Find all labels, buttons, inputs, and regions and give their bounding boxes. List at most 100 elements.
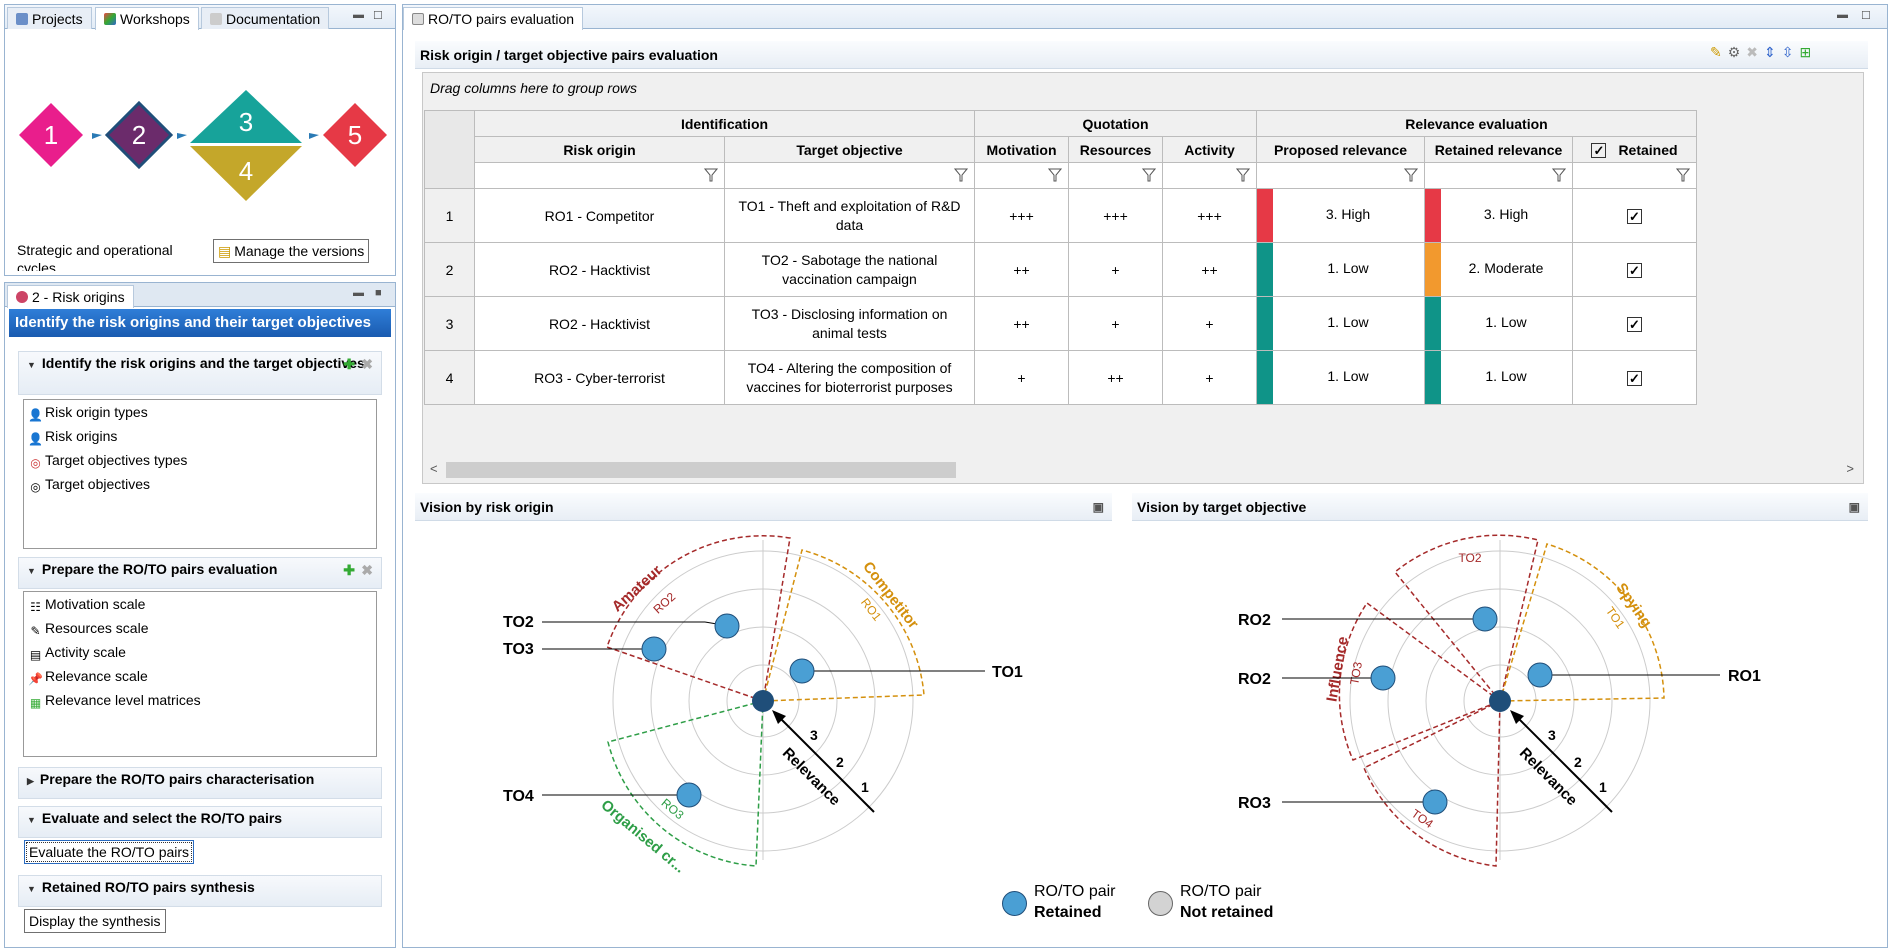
cell-activity[interactable]: ++ <box>1162 242 1257 297</box>
cell-motivation[interactable]: + <box>974 350 1069 405</box>
filter-icon[interactable] <box>703 168 719 182</box>
pair-point-to2[interactable] <box>714 613 740 639</box>
export-icon[interactable]: ⊞ <box>1799 44 1818 60</box>
sector-organised-crime[interactable] <box>607 700 764 867</box>
table-row[interactable]: 4 RO3 - Cyber-terrorist TO4 - Altering t… <box>424 350 1697 405</box>
cell-resources[interactable]: ++ <box>1068 350 1163 405</box>
group-identification[interactable]: Identification <box>474 110 975 137</box>
cell-motivation[interactable]: +++ <box>974 188 1069 243</box>
group-quotation[interactable]: Quotation <box>974 110 1257 137</box>
cell-risk-origin[interactable]: RO2 - Hacktivist <box>474 296 725 351</box>
maximize-icon[interactable]: ■ <box>375 287 382 299</box>
step-4-triangle[interactable] <box>190 146 302 201</box>
section-prepare-evaluation[interactable]: ▼ Prepare the RO/TO pairs evaluation ✚ ✖ <box>18 557 382 589</box>
cell-proposed-relevance[interactable]: 1. Low <box>1256 242 1425 297</box>
sector-to4[interactable] <box>1363 699 1501 867</box>
group-relevance-evaluation[interactable]: Relevance evaluation <box>1256 110 1697 137</box>
table-row[interactable]: 3 RO2 - Hacktivist TO3 - Disclosing info… <box>424 296 1697 351</box>
workshop-steps-diagram[interactable]: 1 2 3 4 5 <box>15 85 395 255</box>
cell-retained-relevance[interactable]: 3. High <box>1424 188 1573 243</box>
cell-retained[interactable]: ✓ <box>1572 350 1697 405</box>
filter-risk-origin[interactable] <box>474 162 725 189</box>
cell-resources[interactable]: +++ <box>1068 188 1163 243</box>
cell-risk-origin[interactable]: RO1 - Competitor <box>474 188 725 243</box>
retained-checkbox[interactable]: ✓ <box>1627 262 1642 278</box>
settings-icon[interactable]: ⚙ <box>1727 44 1747 60</box>
step-5-diamond[interactable] <box>323 103 387 167</box>
minimize-icon[interactable]: ▬ <box>1837 9 1848 21</box>
pair-point-ro2[interactable] <box>1370 665 1396 691</box>
section-synthesis[interactable]: ▼ Retained RO/TO pairs synthesis <box>18 875 382 907</box>
cell-proposed-relevance[interactable]: 1. Low <box>1256 350 1425 405</box>
step-3-triangle[interactable] <box>190 90 302 143</box>
sector-competitor[interactable] <box>762 549 925 702</box>
sector-to2[interactable] <box>1393 534 1539 703</box>
cell-risk-origin[interactable]: RO2 - Hacktivist <box>474 242 725 297</box>
cell-activity[interactable]: + <box>1162 296 1257 351</box>
collapse-icon[interactable]: ▼ <box>27 815 36 825</box>
display-synthesis-button[interactable]: Display the synthesis <box>24 909 166 933</box>
cell-motivation[interactable]: ++ <box>974 296 1069 351</box>
cell-target-objective[interactable]: TO1 - Theft and exploitation of R&D data <box>724 188 975 243</box>
list-item-activity-scale[interactable]: ▤ Activity scale <box>24 640 376 664</box>
col-target-objective[interactable]: Target objective <box>724 136 975 163</box>
delete-icon[interactable]: ✖ <box>361 562 373 578</box>
cell-motivation[interactable]: ++ <box>974 242 1069 297</box>
scroll-right-icon[interactable]: > <box>1846 461 1854 476</box>
sector-influence[interactable] <box>1338 601 1502 761</box>
filter-icon[interactable] <box>1403 168 1419 182</box>
filter-icon[interactable] <box>953 168 969 182</box>
cell-target-objective[interactable]: TO4 - Altering the composition of vaccin… <box>724 350 975 405</box>
cell-resources[interactable]: + <box>1068 242 1163 297</box>
col-risk-origin[interactable]: Risk origin <box>474 136 725 163</box>
minimize-icon[interactable]: ▬ <box>353 287 364 299</box>
filter-activity[interactable] <box>1162 162 1257 189</box>
filter-icon[interactable] <box>1675 168 1691 182</box>
filter-resources[interactable] <box>1068 162 1163 189</box>
delete-icon[interactable]: ✖ <box>1746 44 1765 60</box>
filter-target-objective[interactable] <box>724 162 975 189</box>
camera-icon[interactable]: ▣ <box>1848 500 1860 514</box>
tab-roto-evaluation[interactable]: RO/TO pairs evaluation <box>403 7 584 30</box>
select-all-checkbox[interactable]: ✓ <box>1591 142 1607 158</box>
cell-retained-relevance[interactable]: 1. Low <box>1424 296 1573 351</box>
section-prepare-characterisation[interactable]: ▶ Prepare the RO/TO pairs characterisatio… <box>18 767 382 799</box>
camera-icon[interactable]: ▣ <box>1092 500 1104 514</box>
col-activity[interactable]: Activity <box>1162 136 1257 163</box>
collapse-icon[interactable]: ▼ <box>27 566 36 576</box>
filter-proposed-relevance[interactable] <box>1256 162 1425 189</box>
cell-retained[interactable]: ✓ <box>1572 242 1697 297</box>
col-motivation[interactable]: Motivation <box>974 136 1069 163</box>
add-icon[interactable]: ✚ <box>343 356 355 372</box>
list-item-risk-origin-types[interactable]: 👤 Risk origin types <box>24 400 376 424</box>
tab-projects[interactable]: Projects <box>7 7 92 29</box>
list-item-risk-origins[interactable]: 👤 Risk origins <box>24 424 376 448</box>
collapse-icon[interactable]: ▼ <box>27 360 36 370</box>
retained-checkbox[interactable]: ✓ <box>1627 208 1642 224</box>
filter-icon[interactable] <box>1235 168 1251 182</box>
tab-documentation[interactable]: Documentation <box>201 7 330 29</box>
cell-retained[interactable]: ✓ <box>1572 188 1697 243</box>
list-item-relevance-matrices[interactable]: ▦ Relevance level matrices <box>24 688 376 712</box>
minimize-icon[interactable]: ▬ <box>353 9 364 21</box>
filter-icon[interactable] <box>1047 168 1063 182</box>
tab-risk-origins[interactable]: 2 - Risk origins <box>7 285 134 308</box>
expand-icon[interactable]: ▶ <box>27 776 34 786</box>
table-row[interactable]: 1 RO1 - Competitor TO1 - Theft and explo… <box>424 188 1697 243</box>
maximize-icon[interactable]: ☐ <box>1861 10 1871 22</box>
list-item-relevance-scale[interactable]: 📌 Relevance scale <box>24 664 376 688</box>
section-evaluate-select[interactable]: ▼ Evaluate and select the RO/TO pairs <box>18 806 382 838</box>
scroll-left-icon[interactable]: < <box>430 461 438 476</box>
table-row[interactable]: 2 RO2 - Hacktivist TO2 - Sabotage the na… <box>424 242 1697 297</box>
section-identify[interactable]: ▼ Identify the risk origins and the targe… <box>18 351 382 395</box>
cell-risk-origin[interactable]: RO3 - Cyber-terrorist <box>474 350 725 405</box>
expand-all-icon[interactable]: ⇕ <box>1764 44 1782 60</box>
cell-retained-relevance[interactable]: 1. Low <box>1424 350 1573 405</box>
col-retained[interactable]: ✓ Retained <box>1572 136 1697 163</box>
list-item-motivation-scale[interactable]: ☷ Motivation scale <box>24 592 376 616</box>
filter-icon[interactable] <box>1551 168 1567 182</box>
col-resources[interactable]: Resources <box>1068 136 1163 163</box>
step-1-diamond[interactable] <box>19 103 83 167</box>
maximize-icon[interactable]: ☐ <box>373 10 383 22</box>
add-icon[interactable]: ✚ <box>343 562 355 578</box>
